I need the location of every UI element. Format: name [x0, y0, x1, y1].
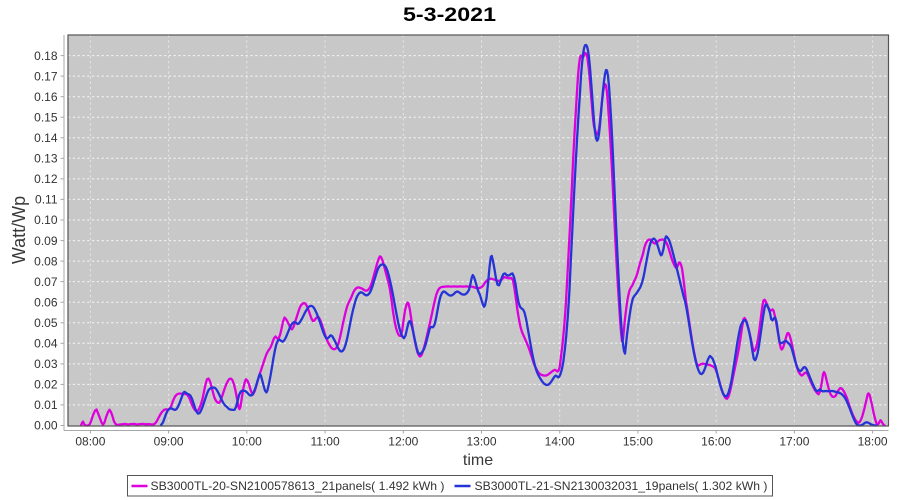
svg-text:0.12: 0.12 [34, 172, 58, 186]
svg-text:0.05: 0.05 [34, 316, 58, 330]
svg-text:0.10: 0.10 [34, 213, 58, 227]
svg-text:15:00: 15:00 [623, 435, 653, 449]
svg-text:5-3-2021: 5-3-2021 [403, 5, 497, 26]
svg-text:10:00: 10:00 [232, 435, 262, 449]
svg-text:09:00: 09:00 [154, 435, 184, 449]
svg-text:16:00: 16:00 [701, 435, 731, 449]
svg-text:0.04: 0.04 [34, 337, 58, 351]
svg-text:0.14: 0.14 [34, 131, 58, 145]
svg-text:SB3000TL-21-SN2130032031_19pan: SB3000TL-21-SN2130032031_19panels( 1.302… [475, 479, 768, 493]
svg-text:SB3000TL-20-SN2100578613_21pan: SB3000TL-20-SN2100578613_21panels( 1.492… [151, 479, 445, 493]
svg-text:0.00: 0.00 [34, 419, 58, 433]
svg-text:0.09: 0.09 [34, 234, 58, 248]
svg-text:Watt/Wp: Watt/Wp [9, 196, 29, 264]
svg-text:time: time [463, 452, 493, 469]
svg-text:0.08: 0.08 [34, 254, 58, 268]
svg-text:11:00: 11:00 [311, 435, 340, 449]
svg-text:0.07: 0.07 [34, 275, 58, 289]
svg-text:14:00: 14:00 [545, 435, 575, 449]
svg-text:0.18: 0.18 [34, 49, 58, 63]
svg-text:0.03: 0.03 [34, 357, 58, 371]
svg-text:17:00: 17:00 [779, 435, 809, 449]
svg-text:0.11: 0.11 [35, 193, 58, 207]
svg-text:0.06: 0.06 [34, 295, 58, 309]
svg-text:13:00: 13:00 [466, 435, 496, 449]
svg-text:0.17: 0.17 [34, 69, 58, 83]
svg-text:0.15: 0.15 [34, 111, 58, 125]
svg-text:08:00: 08:00 [75, 435, 105, 449]
svg-text:0.13: 0.13 [34, 152, 58, 166]
svg-text:0.01: 0.01 [34, 398, 58, 412]
svg-text:18:00: 18:00 [858, 435, 888, 449]
svg-text:0.16: 0.16 [34, 90, 58, 104]
svg-text:12:00: 12:00 [388, 435, 418, 449]
svg-text:0.02: 0.02 [34, 378, 58, 392]
